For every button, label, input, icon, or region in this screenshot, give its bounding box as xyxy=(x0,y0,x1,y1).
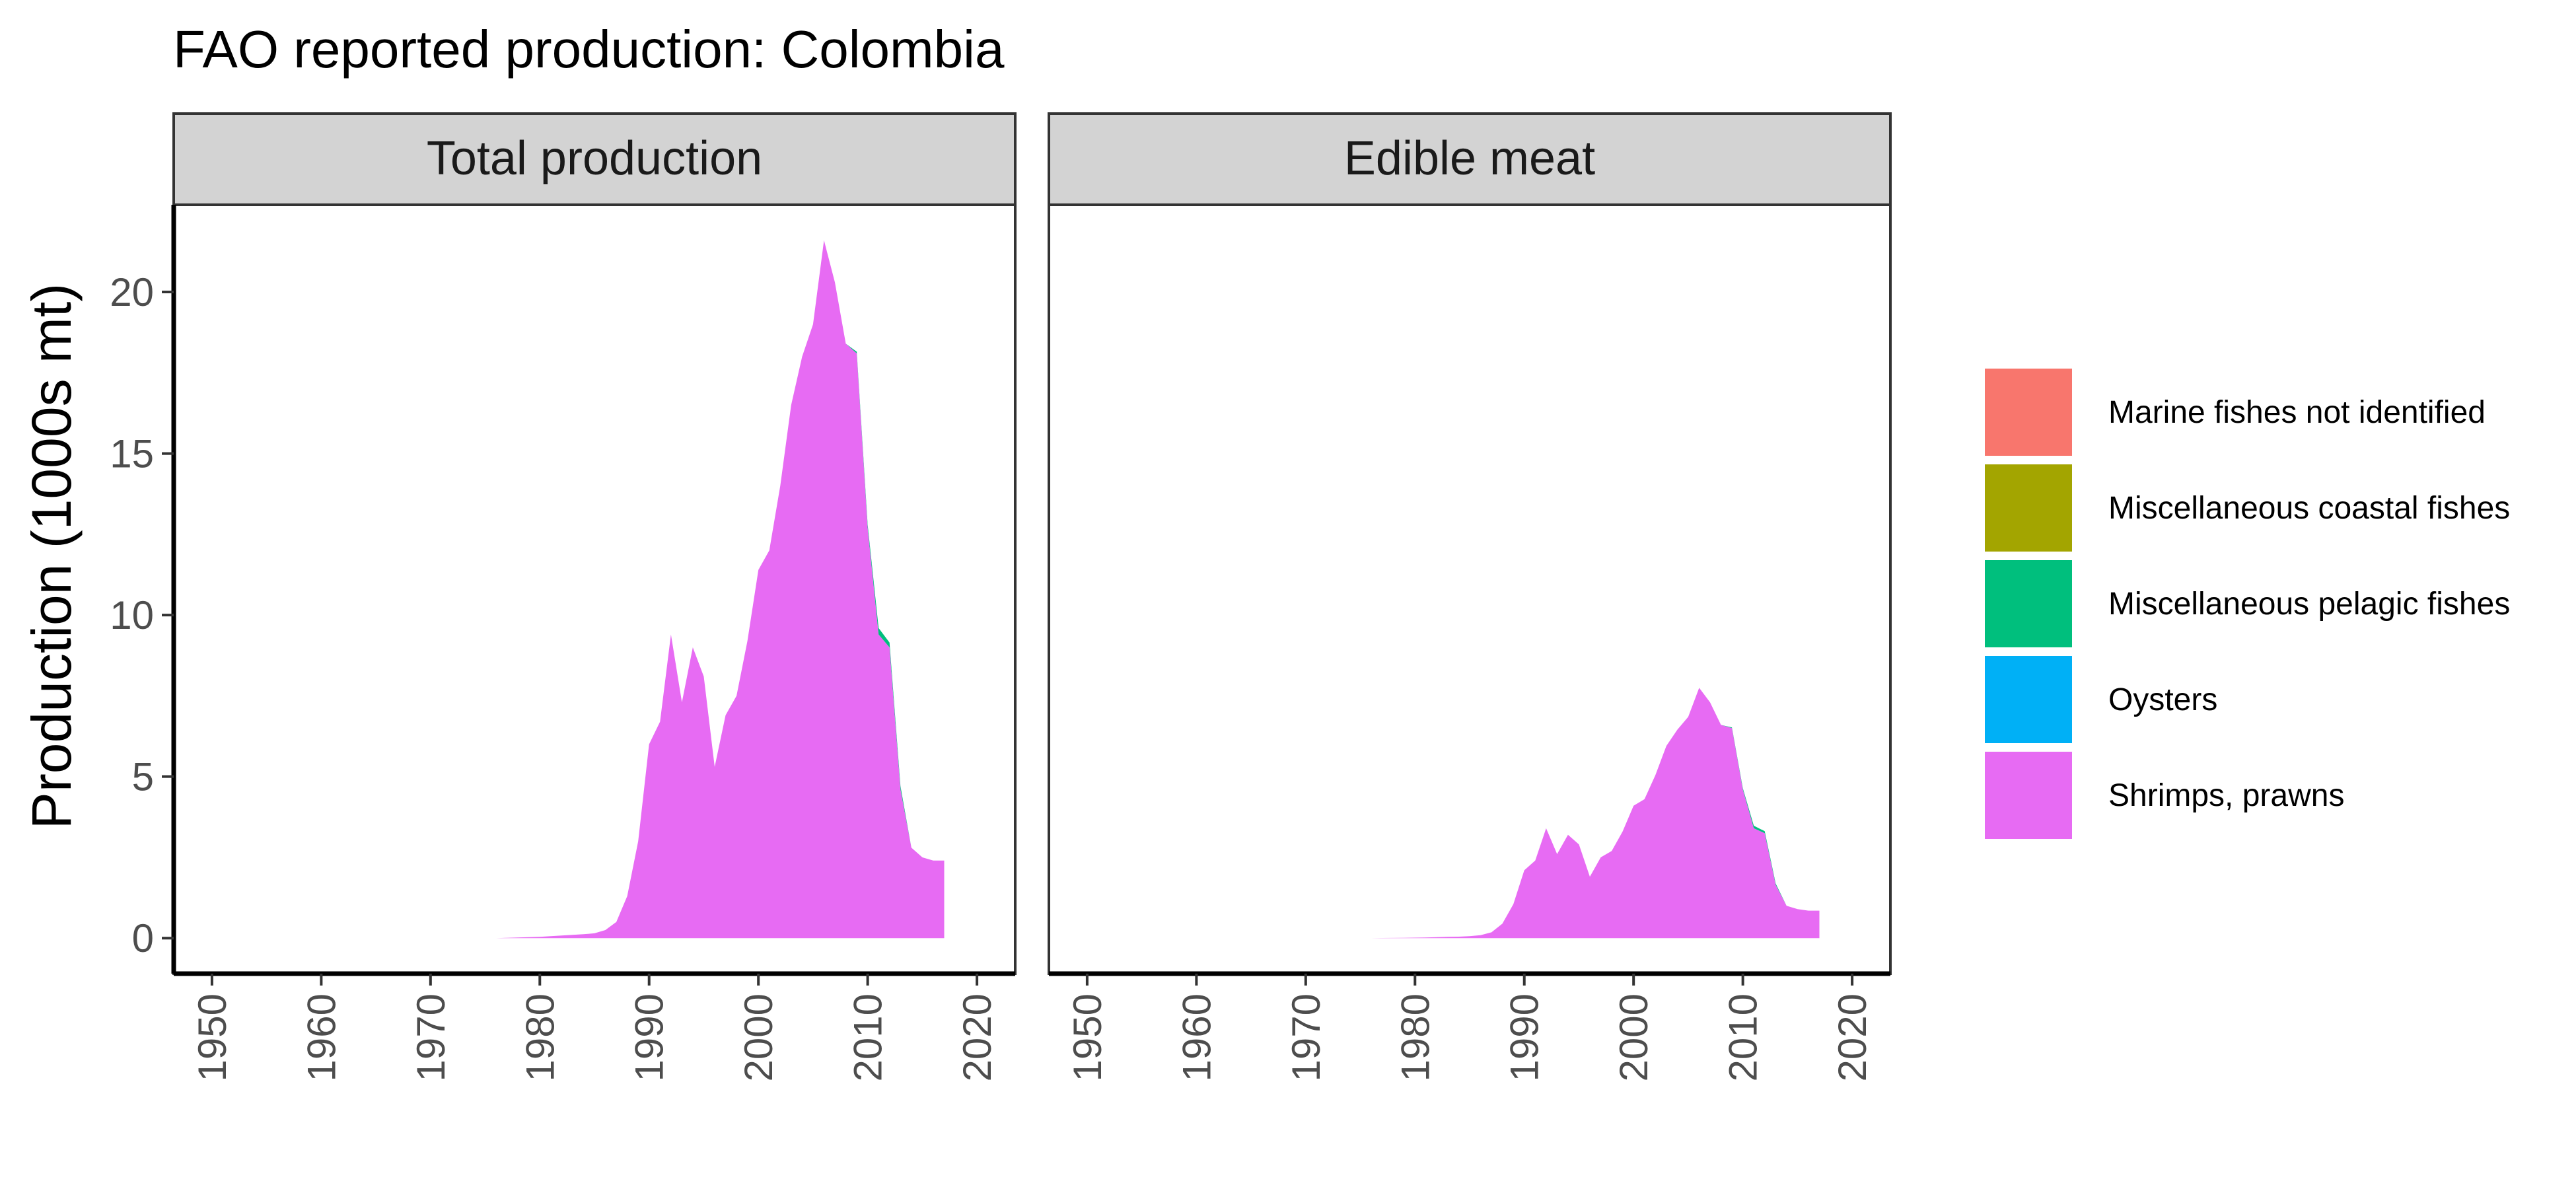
area-shrimps-prawns xyxy=(1371,688,1820,939)
panel-strip-label: Edible meat xyxy=(1344,132,1595,185)
legend-label-marine-fishes-not-identified: Marine fishes not identified xyxy=(2108,395,2486,430)
panel-1: Total production 1950 1960 1970 1980 1990 2000… xyxy=(110,112,1017,1081)
x-tick-label: 1950 xyxy=(1065,993,1110,1081)
x-tick-label: 2010 xyxy=(846,993,890,1081)
x-tick-label: 1980 xyxy=(1393,993,1437,1081)
x-tick-label: 1980 xyxy=(518,993,562,1081)
y-tick-label: 20 xyxy=(110,270,154,314)
legend-label-shrimps-prawns: Shrimps, prawns xyxy=(2108,778,2344,813)
x-tick-label: 1960 xyxy=(299,993,343,1081)
legend-key-miscellaneous-pelagic-fishes xyxy=(1985,560,2072,647)
x-tick-label: 1990 xyxy=(1503,993,1547,1081)
x-tick-label: 2010 xyxy=(1721,993,1766,1081)
legend-label-oysters: Oysters xyxy=(2108,682,2217,717)
legend: Marine fishes not identified Miscellaneou… xyxy=(1985,369,2510,839)
y-axis-title: Production (1000s mt) xyxy=(20,283,83,829)
legend-label-miscellaneous-coastal-fishes: Miscellaneous coastal fishes xyxy=(2108,491,2510,526)
x-tick-label: 2020 xyxy=(955,993,999,1081)
chart-title: FAO reported production: Colombia xyxy=(173,20,1005,79)
legend-key-marine-fishes-not-identified xyxy=(1985,369,2072,456)
x-tick-label: 1970 xyxy=(1284,993,1328,1081)
y-tick-label: 15 xyxy=(110,432,154,476)
x-tick-label: 2000 xyxy=(736,993,781,1081)
legend-key-miscellaneous-coastal-fishes xyxy=(1985,464,2072,552)
panel-strip-label: Total production xyxy=(427,132,762,185)
panel-strip xyxy=(172,112,1017,206)
y-tick-label: 10 xyxy=(110,593,154,637)
legend-label-miscellaneous-pelagic-fishes: Miscellaneous pelagic fishes xyxy=(2108,587,2510,622)
x-tick-label: 2000 xyxy=(1612,993,1656,1081)
x-tick-label: 1960 xyxy=(1174,993,1219,1081)
panel-2: Edible meat 1950 1960 1970 1980 1990 2000 2010 2… xyxy=(1048,112,1892,1081)
x-tick-label: 1990 xyxy=(627,993,672,1081)
legend-key-shrimps-prawns xyxy=(1985,752,2072,839)
x-tick-label: 1970 xyxy=(409,993,453,1081)
legend-key-oysters xyxy=(1985,656,2072,743)
y-tick-label: 0 xyxy=(132,916,154,960)
x-tick-label: 1950 xyxy=(190,993,234,1081)
panel-strip xyxy=(1048,112,1892,206)
area-shrimps-prawns xyxy=(496,240,945,939)
x-tick-label: 2020 xyxy=(1830,993,1875,1081)
panels-layer: Total production 1950 1960 1970 1980 1990 2000… xyxy=(110,112,1892,1081)
y-tick-label: 5 xyxy=(132,755,154,799)
